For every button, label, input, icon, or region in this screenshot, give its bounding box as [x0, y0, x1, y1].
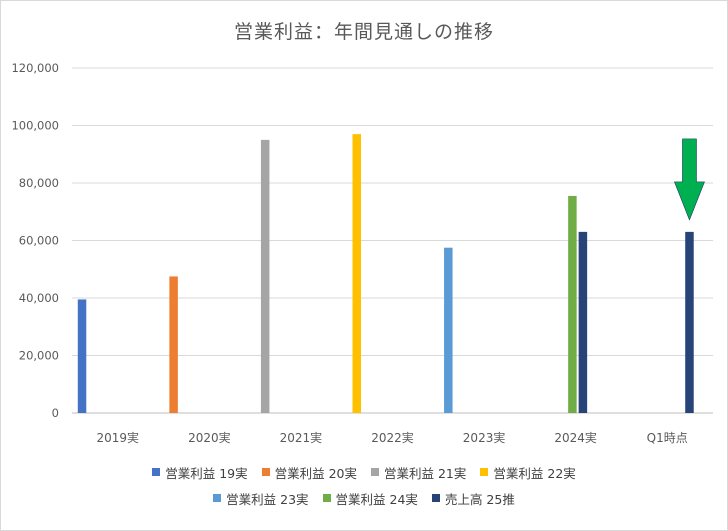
- bar-chart: 0 20,000 40,000 60,000 80,000 100,000 120,000 2…: [11, 61, 713, 445]
- y-tick-label: 20,000: [19, 349, 59, 363]
- legend-row: 営業利益 23実 営業利益 24実 売上高 25推: [1, 485, 727, 511]
- legend-swatch: [261, 468, 270, 476]
- legend-row: 営業利益 19実 営業利益 20実 営業利益 21実 営業利益 22実: [1, 459, 727, 485]
- bar-3-3: [352, 134, 361, 413]
- x-tick-label: 2023実: [463, 430, 506, 445]
- y-tick-label: 0: [52, 406, 59, 420]
- legend-item: 営業利益 24実: [322, 489, 418, 508]
- y-tick-label: 120,000: [11, 61, 59, 75]
- legend-item: 営業利益 19実: [152, 463, 248, 482]
- legend-swatch: [480, 468, 489, 476]
- x-tick-label: 2019実: [97, 430, 140, 445]
- legend-label: 売上高 25推: [444, 491, 515, 507]
- y-tick-label: 80,000: [19, 176, 59, 190]
- x-tick-label: 2021実: [280, 430, 323, 445]
- legend-item: 営業利益 20実: [261, 463, 357, 482]
- y-tick-label: 100,000: [11, 119, 59, 133]
- bar-5-5: [568, 195, 577, 413]
- chart-title: 営業利益：年間見通しの推移: [233, 21, 494, 43]
- legend-item: 営業利益 23実: [213, 489, 309, 508]
- y-tick-label: 40,000: [19, 291, 59, 305]
- bar-0-0: [77, 299, 87, 413]
- x-tick-label: 2022実: [371, 430, 414, 445]
- legend-swatch: [213, 494, 222, 502]
- legend-item: 営業利益 21実: [371, 463, 466, 482]
- legend-label: 営業利益 24実: [335, 491, 418, 507]
- x-tick-label: Q1時点: [647, 431, 688, 445]
- legend-item: 営業利益 22実: [480, 463, 576, 482]
- legend-label: 営業利益 20実: [274, 465, 357, 481]
- legend-swatch: [431, 494, 440, 502]
- legend-item: 売上高 25推: [431, 489, 515, 508]
- legend-label: 営業利益 22実: [493, 465, 576, 481]
- legend-label: 営業利益 23実: [226, 491, 309, 507]
- legend-swatch: [322, 494, 331, 502]
- bar-2-2: [260, 139, 270, 413]
- legend-label: 営業利益 19実: [165, 465, 248, 481]
- down-arrow-annotation: [674, 138, 705, 221]
- bar-4-4: [444, 247, 453, 413]
- legend-swatch: [371, 468, 379, 476]
- chart-legend: 営業利益 19実 営業利益 20実 営業利益 21実 営業利益 22実営業利益 23実…: [1, 459, 727, 511]
- bar-1-1: [169, 276, 178, 413]
- x-tick-label: 2020実: [188, 430, 231, 445]
- x-tick-label: 2024実: [554, 430, 597, 445]
- legend-label: 営業利益 21実: [384, 465, 467, 481]
- bar-6-5: [578, 231, 588, 413]
- y-tick-label: 60,000: [19, 234, 59, 248]
- legend-swatch: [152, 468, 161, 476]
- bar-6-6: [685, 231, 694, 413]
